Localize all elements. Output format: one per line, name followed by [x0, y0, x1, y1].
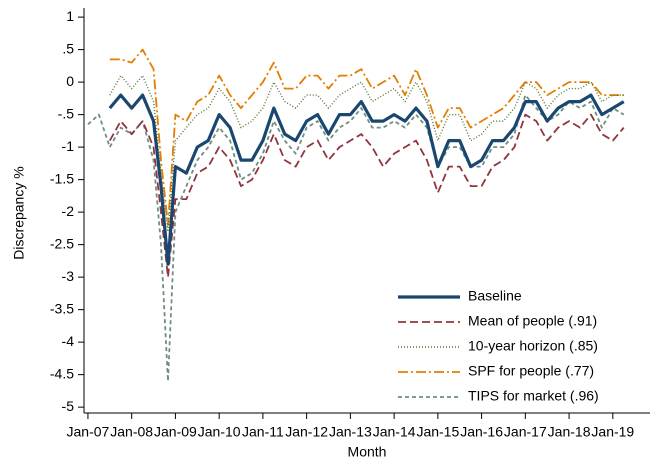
y-tick-label: -3.5: [50, 300, 74, 316]
y-tick-label: -1: [62, 138, 75, 154]
x-tick-label: Jan-14: [373, 424, 416, 440]
x-tick-label: Jan-18: [548, 424, 591, 440]
legend-label: Baseline: [468, 288, 522, 304]
x-tick-label: Jan-17: [504, 424, 547, 440]
y-tick-label: -5: [62, 398, 75, 414]
x-tick-label: Jan-10: [198, 424, 241, 440]
y-tick-label: -4.5: [50, 365, 74, 381]
y-tick-label: -1.5: [50, 170, 74, 186]
x-axis-label: Month: [348, 444, 387, 460]
x-tick-label: Jan-11: [242, 424, 284, 440]
line: [109, 48, 624, 227]
line: [108, 93, 625, 266]
x-tick-label: Jan-07: [67, 424, 110, 440]
y-tick-label: 1: [66, 8, 74, 24]
legend-label: TIPS for market (.96): [468, 388, 599, 404]
x-tick-label: Jan-19: [591, 424, 634, 440]
y-tick-label: 0: [66, 73, 74, 89]
legend-label: 10-year horizon (.85): [468, 338, 598, 354]
y-tick-label: -2.5: [50, 235, 74, 251]
line: [87, 94, 625, 383]
y-tick-label: -3: [62, 268, 75, 284]
y-tick-label: -2: [62, 203, 75, 219]
x-tick-label: Jan-16: [460, 424, 503, 440]
y-tick-label: -4: [62, 333, 75, 349]
y-axis-label: Discrepancy %: [11, 166, 27, 259]
x-tick-label: Jan-12: [285, 424, 328, 440]
x-tick-label: Jan-15: [416, 424, 459, 440]
y-tick-label: .5: [62, 40, 74, 56]
legend-label: Mean of people (.91): [468, 313, 597, 329]
x-tick-label: Jan-13: [329, 424, 372, 440]
x-tick-label: Jan-08: [110, 424, 153, 440]
line: [109, 74, 624, 233]
x-tick-label: Jan-09: [154, 424, 197, 440]
y-tick-label: -.5: [58, 105, 75, 121]
line: [109, 113, 625, 279]
legend-label: SPF for people (.77): [468, 363, 594, 379]
